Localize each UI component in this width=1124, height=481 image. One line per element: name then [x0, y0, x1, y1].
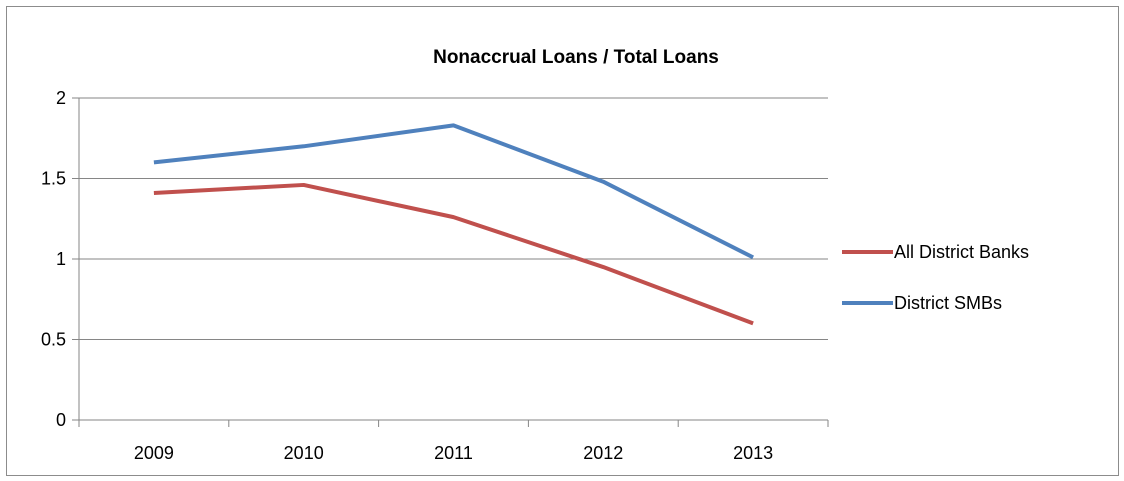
- x-tick-label: 2010: [284, 443, 324, 463]
- x-tick-label: 2013: [733, 443, 773, 463]
- y-tick-label: 0.5: [41, 330, 66, 350]
- x-tick-label: 2009: [134, 443, 174, 463]
- legend-label: District SMBs: [894, 293, 1002, 313]
- line-chart: Nonaccrual Loans / Total Loans 0 0.5 1 1.5 2…: [41, 47, 1029, 463]
- y-tick-label: 1: [56, 249, 66, 269]
- x-tick-label: 2011: [434, 443, 473, 463]
- chart-frame: Nonaccrual Loans / Total Loans 0 0.5 1 1.5 2…: [6, 6, 1119, 476]
- x-tick-label: 2012: [583, 443, 623, 463]
- y-tick-label: 2: [56, 88, 66, 108]
- y-tick-label: 1.5: [41, 169, 66, 189]
- axes: 0 0.5 1 1.5 2 2009 2010 2011 2012 2013: [41, 88, 829, 463]
- legend: All District Banks District SMBs: [842, 242, 1029, 313]
- series-line: [153, 123, 755, 260]
- series-line: [153, 182, 754, 326]
- y-tick-label: 0: [56, 410, 66, 430]
- chart-title: Nonaccrual Loans / Total Loans: [433, 47, 719, 68]
- series-lines: [153, 123, 755, 326]
- grid-lines: [79, 97, 828, 340]
- legend-label: All District Banks: [894, 242, 1029, 262]
